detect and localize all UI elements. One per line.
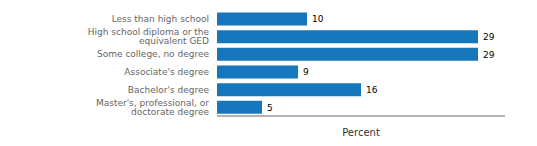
svg-text:Bachelor's degree: Bachelor's degree (128, 85, 210, 95)
svg-text:9: 9 (303, 67, 309, 77)
svg-text:High school diploma or theequi: High school diploma or theequivalent GED (88, 27, 210, 46)
svg-text:Some college, no degree: Some college, no degree (97, 49, 209, 59)
svg-text:Percent: Percent (342, 127, 380, 138)
svg-text:16: 16 (366, 85, 378, 95)
svg-text:10: 10 (312, 14, 324, 24)
svg-text:5: 5 (267, 103, 273, 113)
svg-text:Less than high school: Less than high school (112, 14, 209, 24)
svg-text:29: 29 (483, 32, 495, 42)
svg-text:Master's, professional, ordoct: Master's, professional, ordoctorate degr… (96, 98, 210, 117)
svg-text:29: 29 (483, 50, 495, 60)
svg-text:Associate's degree: Associate's degree (124, 67, 209, 77)
